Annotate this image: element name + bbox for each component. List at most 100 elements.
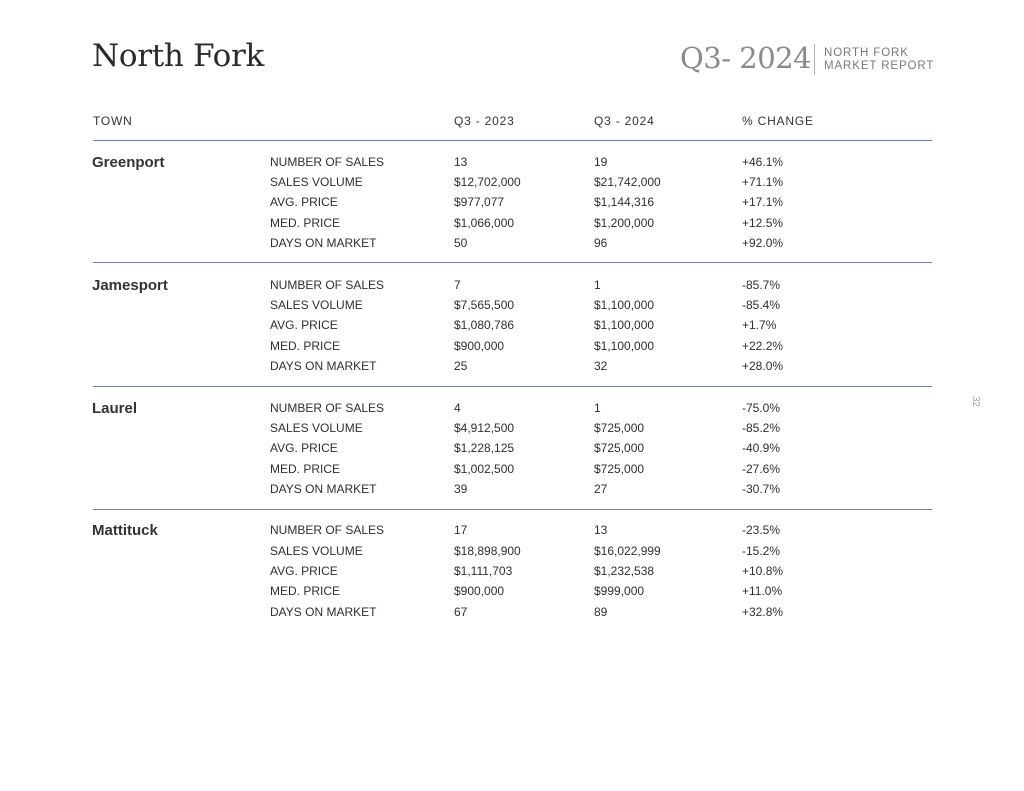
value-change: +17.1% — [742, 195, 784, 209]
metric-label: AVG. PRICE — [270, 195, 338, 209]
value-q3-2024: $1,100,000 — [594, 318, 655, 332]
value-q3-2024: 27 — [594, 482, 608, 496]
value-q3-2023: $1,002,500 — [454, 462, 515, 476]
town-block-jamesport: Jamesport NUMBER OF SALES 7 1 -85.7% SAL… — [0, 277, 1024, 388]
value-q3-2023: 39 — [454, 482, 468, 496]
table-row: AVG. PRICE $1,080,786 $1,100,000 +1.7% — [0, 318, 1024, 338]
table-row: MED. PRICE $1,066,000 $1,200,000 +12.5% — [0, 216, 1024, 236]
value-change: +46.1% — [742, 155, 784, 169]
value-q3-2024: $21,742,000 — [594, 175, 661, 189]
value-change: +92.0% — [742, 236, 784, 250]
town-block-greenport: Greenport NUMBER OF SALES 13 19 +46.1% S… — [0, 154, 1024, 265]
value-q3-2024: $1,200,000 — [594, 216, 655, 230]
value-q3-2023: $1,111,703 — [454, 564, 513, 578]
table-row: SALES VOLUME $12,702,000 $21,742,000 +71… — [0, 175, 1024, 195]
table-row: DAYS ON MARKET 39 27 -30.7% — [0, 482, 1024, 502]
table-row: MED. PRICE $900,000 $1,100,000 +22.2% — [0, 339, 1024, 359]
value-q3-2024: $725,000 — [594, 421, 645, 435]
metric-label: NUMBER OF SALES — [270, 401, 385, 415]
value-q3-2023: $900,000 — [454, 339, 505, 353]
metric-label: SALES VOLUME — [270, 298, 363, 312]
table-row: SALES VOLUME $4,912,500 $725,000 -85.2% — [0, 421, 1024, 441]
table-row: AVG. PRICE $1,111,703 $1,232,538 +10.8% — [0, 564, 1024, 584]
column-header-q3-2023: Q3 - 2023 — [454, 114, 515, 128]
metric-label: AVG. PRICE — [270, 564, 338, 578]
section-rule — [93, 509, 932, 510]
value-q3-2023: $12,702,000 — [454, 175, 521, 189]
value-q3-2023: $1,066,000 — [454, 216, 515, 230]
value-q3-2023: 67 — [454, 605, 468, 619]
value-q3-2024: $1,100,000 — [594, 339, 655, 353]
table-row: MED. PRICE $900,000 $999,000 +11.0% — [0, 584, 1024, 604]
value-change: -23.5% — [742, 523, 781, 537]
value-change: +71.1% — [742, 175, 784, 189]
value-q3-2024: $1,144,316 — [594, 195, 655, 209]
value-change: +22.2% — [742, 339, 784, 353]
value-q3-2024: 96 — [594, 236, 608, 250]
value-q3-2024: $16,022,999 — [594, 544, 661, 558]
table-row: SALES VOLUME $18,898,900 $16,022,999 -15… — [0, 544, 1024, 564]
table-row: NUMBER OF SALES 4 1 -75.0% — [0, 401, 1024, 421]
metric-label: SALES VOLUME — [270, 421, 363, 435]
metric-label: SALES VOLUME — [270, 544, 363, 558]
value-q3-2023: $1,080,786 — [454, 318, 515, 332]
value-q3-2024: $999,000 — [594, 584, 645, 598]
town-name: Greenport — [92, 154, 165, 171]
value-q3-2023: $1,228,125 — [454, 441, 515, 455]
report-label: NORTH FORK MARKET REPORT — [824, 47, 934, 72]
value-q3-2024: 89 — [594, 605, 608, 619]
value-q3-2024: 13 — [594, 523, 608, 537]
value-q3-2023: 17 — [454, 523, 468, 537]
town-name: Jamesport — [92, 277, 168, 294]
section-rule — [93, 262, 932, 263]
report-period: Q3- 2024 — [680, 41, 812, 75]
metric-label: NUMBER OF SALES — [270, 278, 385, 292]
section-rule — [93, 386, 932, 387]
table-row: AVG. PRICE $977,077 $1,144,316 +17.1% — [0, 195, 1024, 215]
value-change: -15.2% — [742, 544, 781, 558]
table-row: AVG. PRICE $1,228,125 $725,000 -40.9% — [0, 441, 1024, 461]
value-change: +10.8% — [742, 564, 784, 578]
value-change: -85.7% — [742, 278, 781, 292]
column-header-town: TOWN — [93, 114, 133, 128]
header-rule — [93, 140, 932, 141]
town-block-laurel: Laurel NUMBER OF SALES 4 1 -75.0% SALES … — [0, 400, 1024, 511]
metric-label: DAYS ON MARKET — [270, 359, 377, 373]
metric-label: MED. PRICE — [270, 584, 341, 598]
value-q3-2023: 13 — [454, 155, 468, 169]
value-q3-2023: $4,912,500 — [454, 421, 515, 435]
column-header-q3-2024: Q3 - 2024 — [594, 114, 655, 128]
value-q3-2024: 19 — [594, 155, 608, 169]
value-change: +28.0% — [742, 359, 784, 373]
table-row: NUMBER OF SALES 17 13 -23.5% — [0, 523, 1024, 543]
page-number: 32 — [970, 395, 982, 408]
value-q3-2023: $977,077 — [454, 195, 505, 209]
table-row: NUMBER OF SALES 7 1 -85.7% — [0, 278, 1024, 298]
metric-label: MED. PRICE — [270, 339, 341, 353]
value-change: -30.7% — [742, 482, 781, 496]
town-name: Mattituck — [92, 522, 158, 539]
table-row: DAYS ON MARKET 25 32 +28.0% — [0, 359, 1024, 379]
value-q3-2024: 1 — [594, 278, 601, 292]
report-label-line1: NORTH FORK — [824, 47, 909, 59]
metric-label: NUMBER OF SALES — [270, 155, 385, 169]
value-q3-2024: 1 — [594, 401, 601, 415]
value-q3-2023: 25 — [454, 359, 468, 373]
value-q3-2024: $1,232,538 — [594, 564, 655, 578]
value-q3-2023: $18,898,900 — [454, 544, 521, 558]
metric-label: MED. PRICE — [270, 462, 341, 476]
metric-label: MED. PRICE — [270, 216, 341, 230]
header-divider — [814, 44, 815, 75]
page-title: North Fork — [92, 38, 264, 74]
metric-label: AVG. PRICE — [270, 441, 338, 455]
metric-label: NUMBER OF SALES — [270, 523, 385, 537]
column-header-change: % CHANGE — [742, 114, 814, 128]
metric-label: DAYS ON MARKET — [270, 482, 377, 496]
town-name: Laurel — [92, 400, 138, 417]
metric-label: DAYS ON MARKET — [270, 236, 377, 250]
value-q3-2024: $725,000 — [594, 462, 645, 476]
metric-label: AVG. PRICE — [270, 318, 338, 332]
value-q3-2023: $7,565,500 — [454, 298, 515, 312]
value-q3-2024: $1,100,000 — [594, 298, 655, 312]
value-q3-2023: $900,000 — [454, 584, 505, 598]
